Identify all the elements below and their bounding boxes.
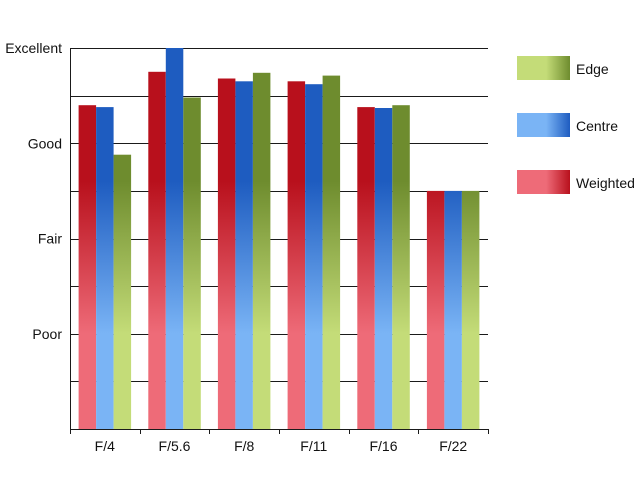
x-tick-labels: F/4 F/5.6 F/8 F/11 F/16 F/22 <box>95 438 468 454</box>
legend-swatch <box>517 113 570 137</box>
bar-weighted-f11 <box>287 81 306 430</box>
bar-centre-f8 <box>235 81 253 430</box>
bar-weighted-f56 <box>148 71 166 430</box>
x-tick-label: F/16 <box>369 438 397 454</box>
legend-swatch <box>517 170 570 194</box>
bar-weighted-f16 <box>357 107 375 429</box>
legend-swatch <box>517 56 570 80</box>
x-tick-label: F/11 <box>300 438 327 454</box>
legend-item-weighted: Weighted <box>517 170 635 194</box>
legend-label: Edge <box>576 61 609 77</box>
bar-weighted-f22 <box>426 190 445 429</box>
legend-item-edge: Edge <box>517 56 609 80</box>
bar-centre-f16 <box>374 108 393 429</box>
x-tick-label: F/22 <box>439 438 467 454</box>
y-tick-label: Poor <box>32 326 62 342</box>
bar-centre-f11 <box>305 84 323 429</box>
x-tick-label: F/4 <box>95 438 115 454</box>
legend-item-centre: Centre <box>517 113 618 137</box>
gridlines <box>70 48 488 382</box>
y-tick-label: Good <box>28 135 62 151</box>
bar-edge-f16 <box>392 105 410 429</box>
bar-centre-f56 <box>165 48 184 429</box>
bar-edge-f11 <box>322 75 341 429</box>
bars <box>78 48 480 430</box>
bar-weighted-f8 <box>217 78 236 429</box>
x-tick-label: F/5.6 <box>159 438 191 454</box>
y-tick-label: Excellent <box>5 40 62 56</box>
y-tick-labels: Poor Fair Good Excellent <box>5 40 62 342</box>
axes <box>70 48 489 434</box>
bar-edge-f22 <box>461 190 480 429</box>
bar-weighted-f4 <box>78 105 97 429</box>
bar-centre-f4 <box>96 107 114 429</box>
legend-label: Weighted <box>576 175 635 191</box>
bar-edge-f8 <box>252 72 271 430</box>
legend: Edge Centre Weighted <box>517 56 635 194</box>
x-tick-label: F/8 <box>234 438 254 454</box>
y-tick-label: Fair <box>38 231 62 247</box>
legend-label: Centre <box>576 118 618 134</box>
bar-edge-f56 <box>183 97 201 429</box>
bar-edge-f4 <box>113 154 132 429</box>
bar-centre-f22 <box>444 190 462 429</box>
